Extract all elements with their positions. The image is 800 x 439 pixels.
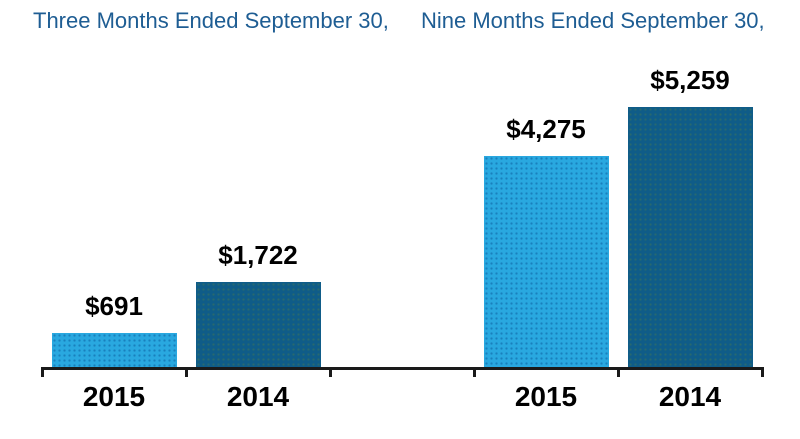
value-label-2015-nine-months: $4,275 <box>506 114 586 144</box>
bar-2014-nine-months <box>628 107 753 367</box>
x-axis-tick <box>185 367 188 377</box>
bar-2014-three-months <box>196 282 321 367</box>
value-label-2015-three-months: $691 <box>85 291 143 321</box>
x-axis-tick <box>41 367 44 377</box>
year-label-2014-nine-months: 2014 <box>658 381 722 412</box>
group-title-three-months: Three Months Ended September 30, <box>33 8 389 33</box>
year-label-2014-three-months: 2014 <box>226 381 290 412</box>
x-axis-tick <box>761 367 764 377</box>
bar-2015-nine-months <box>484 156 609 367</box>
x-axis-line <box>41 367 764 370</box>
value-label-2014-three-months: $1,722 <box>218 240 298 270</box>
value-label-2014-nine-months: $5,259 <box>650 65 730 95</box>
x-axis-tick <box>329 367 332 377</box>
year-label-2015-three-months: 2015 <box>82 381 146 412</box>
year-label-2015-nine-months: 2015 <box>514 381 578 412</box>
group-title-nine-months: Nine Months Ended September 30, <box>421 8 765 33</box>
x-axis-tick <box>473 367 476 377</box>
x-axis-tick <box>617 367 620 377</box>
bar-2015-three-months <box>52 333 177 367</box>
